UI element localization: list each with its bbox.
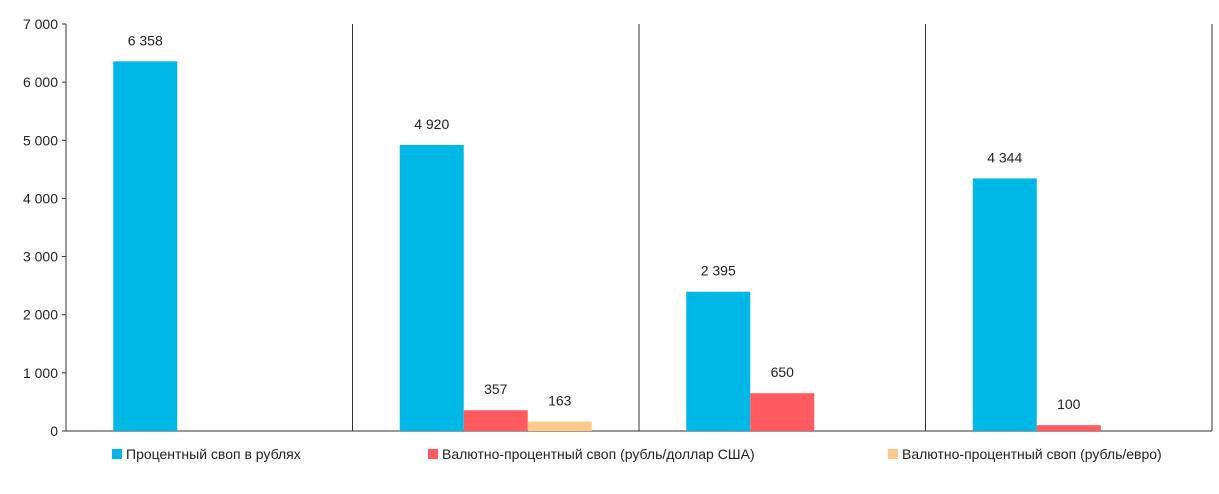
legend-swatch xyxy=(112,449,122,459)
legend-label: Процентный своп в рублях xyxy=(126,446,301,462)
y-tick-label: 2 000 xyxy=(23,307,58,323)
y-tick-label: 4 000 xyxy=(23,190,58,206)
data-label: 650 xyxy=(771,364,795,380)
y-tick-label: 7 000 xyxy=(23,16,58,32)
legend-swatch xyxy=(888,449,898,459)
bar xyxy=(399,144,464,432)
data-label: 357 xyxy=(484,381,508,397)
data-label: 163 xyxy=(548,393,572,409)
data-label: 4 344 xyxy=(987,149,1022,165)
bar xyxy=(1036,425,1101,431)
chart-legend: Процентный своп в рублях Валютно-процентн… xyxy=(0,446,1219,468)
data-label: 4 920 xyxy=(414,116,449,132)
bar xyxy=(972,178,1037,431)
y-tick-label: 1 000 xyxy=(23,365,58,381)
bar xyxy=(113,61,178,432)
legend-label: Валютно-процентный своп (рубль/доллар СШ… xyxy=(442,446,755,462)
legend-swatch xyxy=(428,449,438,459)
y-tick-label: 6 000 xyxy=(23,74,58,90)
y-tick-label: 0 xyxy=(50,423,58,439)
legend-label: Валютно-процентный своп (рубль/евро) xyxy=(902,446,1162,462)
bar-chart: 0 1 000 2 000 3 000 4 000 5 000 6 000 7 000 6 35… xyxy=(23,16,1213,439)
bar xyxy=(750,393,815,431)
bar xyxy=(686,291,751,431)
legend-item: Валютно-процентный своп (рубль/доллар СШ… xyxy=(428,446,755,462)
data-label: 2 395 xyxy=(701,263,736,279)
y-tick-label: 3 000 xyxy=(23,249,58,265)
bar xyxy=(527,421,592,431)
y-tick-label: 5 000 xyxy=(23,132,58,148)
legend-item: Валютно-процентный своп (рубль/евро) xyxy=(888,446,1162,462)
data-label: 100 xyxy=(1057,396,1081,412)
data-label: 6 358 xyxy=(128,32,163,48)
legend-item: Процентный своп в рублях xyxy=(112,446,301,462)
bar xyxy=(463,410,528,431)
